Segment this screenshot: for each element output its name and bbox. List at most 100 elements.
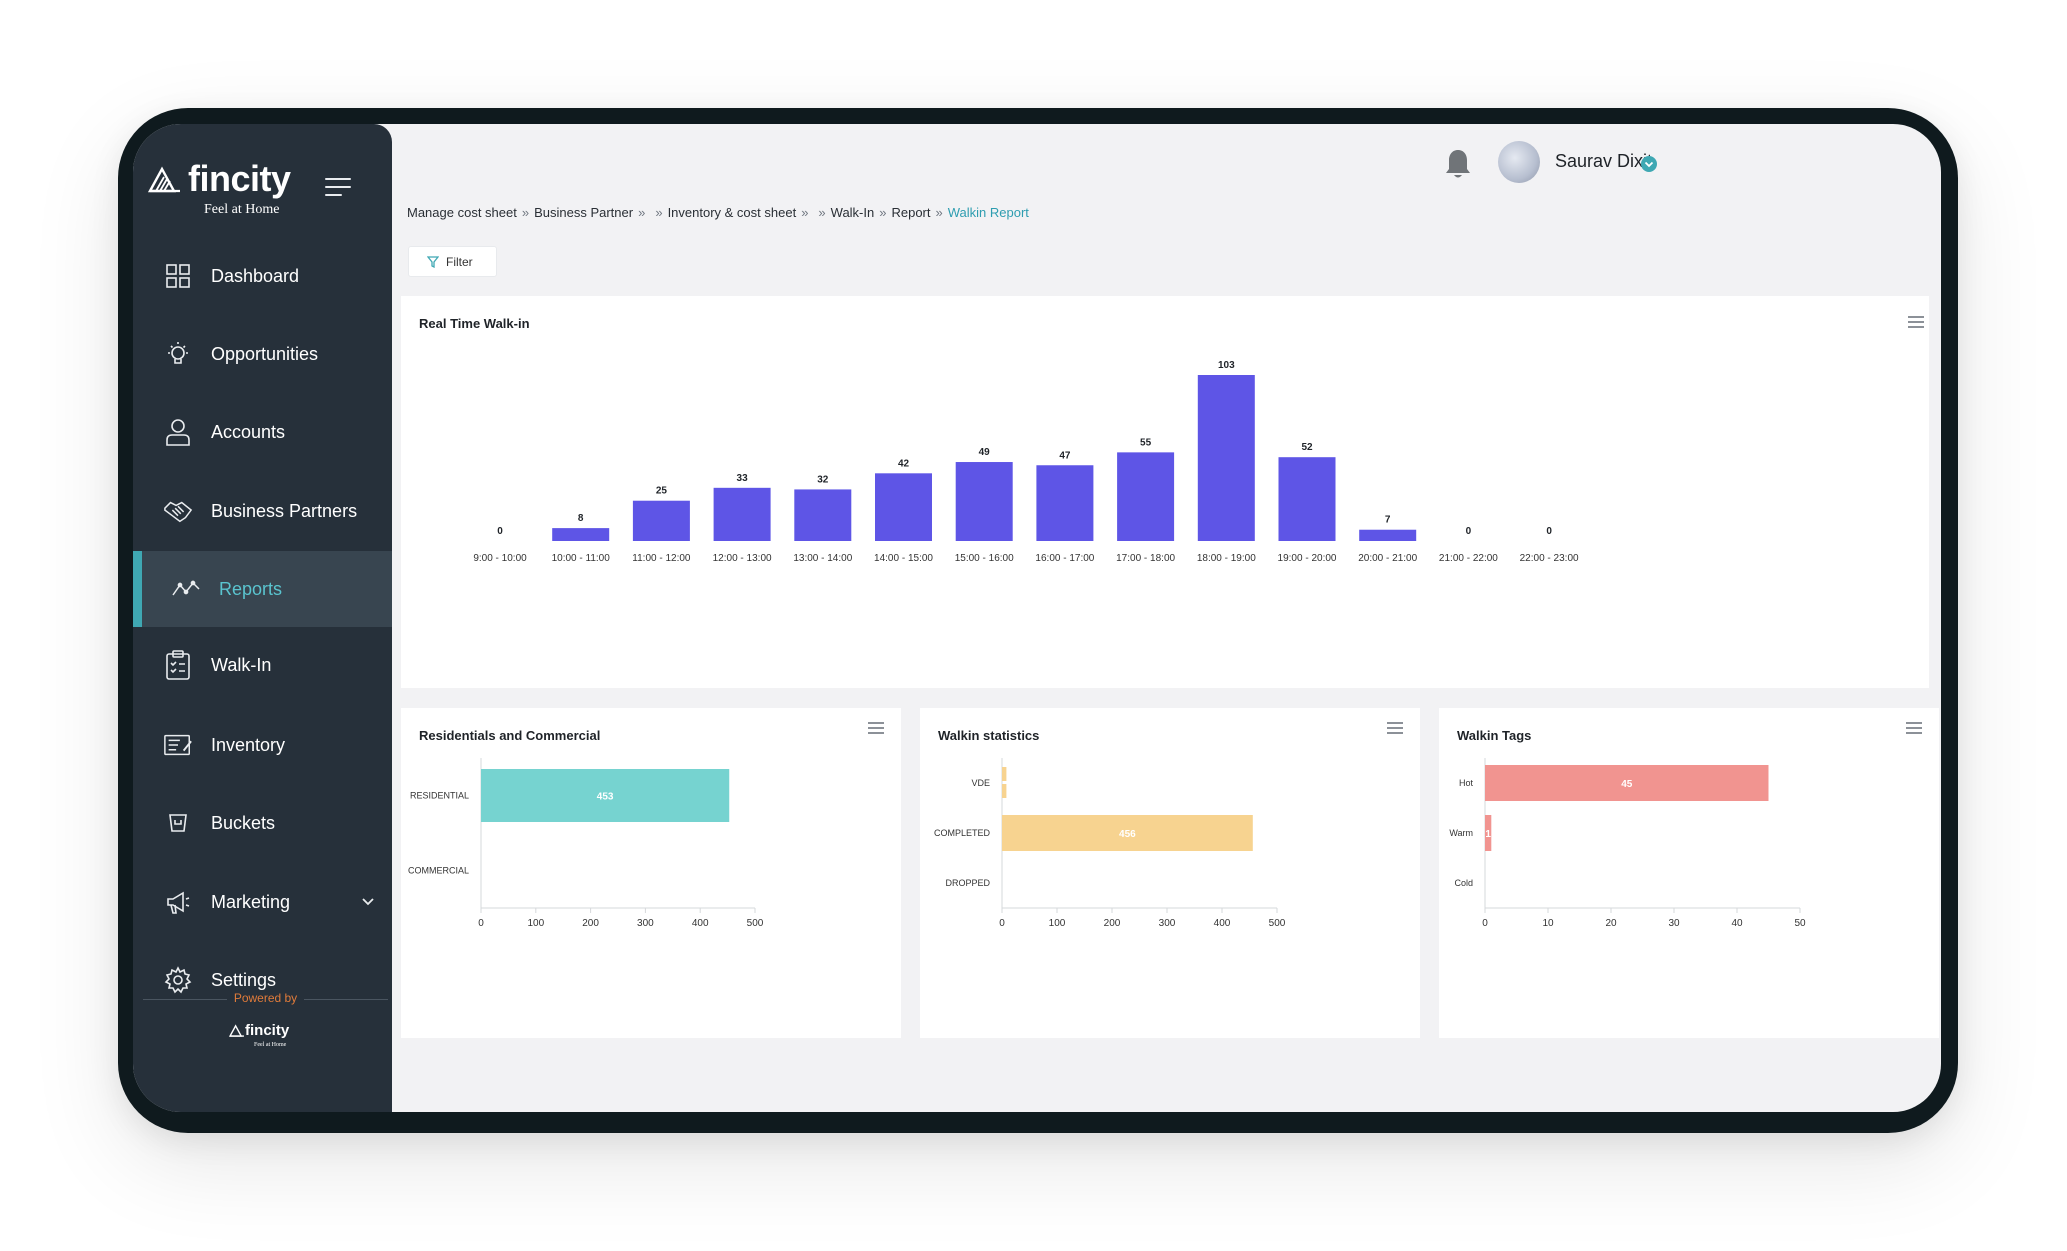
- tick-label: 400: [692, 918, 709, 929]
- bell-icon[interactable]: [1443, 147, 1473, 181]
- chart-title: Real Time Walk-in: [419, 316, 530, 331]
- tick-label: 16:00 - 17:00: [1035, 553, 1094, 564]
- data-label: 7: [1385, 515, 1391, 526]
- sidebar-item-opportunities[interactable]: Opportunities: [133, 316, 392, 392]
- tick-label: 300: [1159, 918, 1176, 929]
- tick-label: 500: [747, 918, 764, 929]
- sidebar-item-business-partners[interactable]: Business Partners: [133, 473, 392, 549]
- tick-label: 100: [1049, 918, 1066, 929]
- filter-label: Filter: [446, 254, 473, 269]
- chart-bar: [875, 473, 932, 541]
- chart-bar: [1197, 375, 1255, 541]
- sidebar-item-label: Marketing: [211, 891, 291, 912]
- grid-icon: [163, 261, 193, 291]
- sidebar-item-label: Inventory: [211, 734, 286, 755]
- data-label: 55: [1140, 437, 1152, 448]
- chart-bar: [1359, 529, 1417, 541]
- data-label: 0: [1466, 526, 1472, 537]
- residentials-commercial-panel: Residentials and Commercial 0 100 200 300 40…: [401, 708, 901, 1038]
- user-menu-chevron-icon[interactable]: [1641, 156, 1657, 172]
- data-label: 8: [578, 513, 584, 524]
- sidebar-item-settings[interactable]: Settings: [133, 942, 392, 1018]
- category-label: DROPPED: [945, 878, 990, 888]
- tick-label: 11:00 - 12:00: [632, 553, 691, 564]
- chart-bar: [481, 769, 730, 822]
- tick-label: 10:00 - 11:00: [552, 553, 611, 564]
- data-label: 0: [497, 526, 503, 537]
- brand-logo[interactable]: fincity: [148, 158, 291, 200]
- sidebar-item-dashboard[interactable]: Dashboard: [133, 238, 392, 314]
- data-label: 45: [1621, 779, 1633, 790]
- brand-name: fincity: [188, 158, 291, 199]
- sidebar-item-marketing[interactable]: Marketing: [133, 864, 392, 940]
- chart-menu-icon[interactable]: [868, 722, 884, 734]
- category-label: Warm: [1449, 828, 1473, 838]
- chart-bar: [1117, 452, 1175, 541]
- chart-title: Residentials and Commercial: [419, 728, 601, 743]
- chart-bar: [1002, 815, 1253, 851]
- filter-button[interactable]: Filter: [408, 246, 497, 277]
- chart-bar: [552, 528, 610, 541]
- sidebar-item-walk-in[interactable]: Walk-In: [133, 627, 392, 703]
- megaphone-icon: [163, 887, 193, 917]
- data-label: 42: [898, 458, 910, 469]
- user-name[interactable]: Saurav Dixit: [1555, 151, 1653, 171]
- tick-label: 20:00 - 21:00: [1358, 553, 1417, 564]
- breadcrumb-separator-icon: »: [638, 205, 646, 220]
- data-label: 32: [817, 474, 829, 485]
- footer-brand-name: fincity: [245, 1022, 290, 1039]
- breadcrumb-item[interactable]: Report: [891, 205, 931, 220]
- tick-label: 10: [1542, 918, 1554, 929]
- sidebar-item-label: Walk-In: [211, 654, 272, 675]
- residentials-commercial-chart: 0 100 200 300 400 500 RESIDENTIAL 453 COMMERCIAL: [408, 758, 764, 929]
- breadcrumb-current: Walkin Report: [947, 205, 1029, 220]
- data-label: 453: [597, 792, 614, 803]
- breadcrumb-separator-icon: »: [935, 205, 943, 220]
- tick-label: 500: [1269, 918, 1286, 929]
- inventory-icon: [163, 730, 193, 760]
- breadcrumb-item[interactable]: Manage cost sheet: [407, 205, 517, 220]
- chart-menu-icon[interactable]: [1906, 722, 1922, 734]
- breadcrumb: Manage cost sheet » Business Partner » »…: [407, 205, 1029, 220]
- avatar[interactable]: [1498, 141, 1540, 183]
- data-label: 1: [1485, 829, 1491, 840]
- category-label: Cold: [1454, 878, 1473, 888]
- footer-brand-tagline: Feel at Home: [254, 1042, 287, 1048]
- sidebar-item-accounts[interactable]: Accounts: [133, 394, 392, 470]
- breadcrumb-item[interactable]: Walk-In: [830, 205, 875, 220]
- category-label: COMPLETED: [934, 828, 991, 838]
- tick-label: 200: [582, 918, 599, 929]
- filter-icon: [427, 255, 439, 268]
- chevron-down-icon[interactable]: [361, 895, 375, 909]
- breadcrumb-item[interactable]: Business Partner: [534, 205, 634, 220]
- tick-label: 0: [999, 918, 1005, 929]
- bucket-icon: [163, 808, 193, 838]
- sidebar-item-reports[interactable]: Reports: [133, 551, 392, 627]
- category-label: COMMERCIAL: [408, 866, 469, 876]
- chart-title: Walkin Tags: [1457, 728, 1532, 743]
- chart-menu-icon[interactable]: [1387, 722, 1403, 734]
- sidebar-item-label: Reports: [219, 578, 283, 599]
- category-label: Hot: [1459, 778, 1474, 788]
- chart-menu-icon[interactable]: [1908, 316, 1924, 328]
- menu-toggle-icon[interactable]: [325, 178, 351, 196]
- chart-bar: [632, 500, 690, 541]
- gear-icon: [163, 965, 193, 995]
- sidebar-item-label: Settings: [211, 969, 277, 990]
- fincity-logo-icon: [148, 166, 180, 193]
- tick-label: 100: [527, 918, 544, 929]
- tick-label: 15:00 - 16:00: [955, 553, 1014, 564]
- chart-bar: [955, 462, 1013, 541]
- tick-label: 12:00 - 13:00: [713, 553, 772, 564]
- tick-label: 50: [1794, 918, 1806, 929]
- data-label: 0: [1546, 526, 1552, 537]
- breadcrumb-item[interactable]: Inventory & cost sheet: [667, 205, 797, 220]
- walkin-statistics-panel: Walkin statistics 0 100 200 300 400 500 VDE COM…: [920, 708, 1420, 1038]
- sidebar-item-buckets[interactable]: Buckets: [133, 785, 392, 861]
- data-label: 25: [656, 486, 668, 497]
- sidebar-item-inventory[interactable]: Inventory: [133, 707, 392, 783]
- tick-label: 30: [1668, 918, 1680, 929]
- data-label: 103: [1218, 360, 1235, 371]
- user-icon: [163, 417, 193, 447]
- chart-bar: [794, 489, 852, 541]
